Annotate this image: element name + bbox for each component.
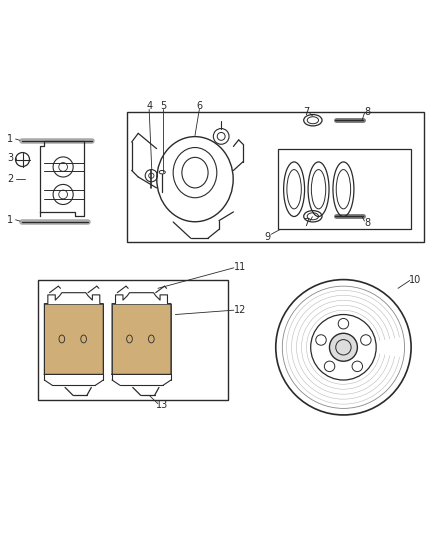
- Bar: [38, 280, 228, 400]
- Text: 5: 5: [160, 101, 166, 111]
- Text: 7: 7: [303, 107, 310, 117]
- Text: 10: 10: [410, 276, 422, 286]
- Bar: [127, 111, 424, 243]
- Text: 1: 1: [7, 134, 14, 144]
- Text: 4: 4: [146, 101, 152, 111]
- Polygon shape: [112, 304, 171, 374]
- Text: 3: 3: [7, 153, 14, 163]
- Text: 2: 2: [7, 174, 14, 184]
- Text: 12: 12: [234, 305, 246, 315]
- Text: 13: 13: [156, 400, 168, 410]
- Text: 7: 7: [303, 218, 310, 228]
- Circle shape: [329, 333, 357, 361]
- Text: 9: 9: [264, 232, 270, 242]
- Text: 8: 8: [364, 218, 371, 228]
- Text: 8: 8: [364, 107, 371, 117]
- Text: 6: 6: [196, 101, 202, 111]
- Bar: [278, 149, 411, 229]
- Polygon shape: [44, 304, 103, 374]
- Text: 11: 11: [234, 262, 246, 271]
- Text: 1: 1: [7, 215, 14, 225]
